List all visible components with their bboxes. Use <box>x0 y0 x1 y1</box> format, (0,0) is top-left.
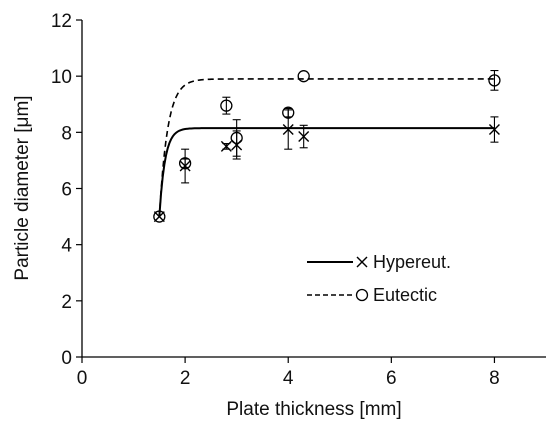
x-stroke <box>282 124 294 136</box>
point-marker-eutectic <box>230 131 243 145</box>
y-tick-label: 10 <box>51 67 72 88</box>
fit-curves <box>158 78 495 217</box>
x-stroke <box>220 140 232 152</box>
legend-marker-hypereut <box>356 256 368 268</box>
point-marker-eutectic <box>220 99 233 112</box>
x-tick-label: 4 <box>283 368 294 389</box>
point-marker-eutectic <box>153 210 166 223</box>
axes: 0 2 4 6 8 10 12 0 2 4 6 8 <box>51 11 546 389</box>
x-axis-title: Plate thickness [mm] <box>226 399 401 420</box>
point-marker-hypereut <box>488 124 500 136</box>
x-tick-label: 2 <box>180 368 191 389</box>
legend-marker-eutectic <box>355 288 369 302</box>
y-tick-label: 12 <box>51 11 72 32</box>
y-tick-label: 0 <box>61 348 72 369</box>
point-marker-eutectic <box>297 70 310 83</box>
point-marker-eutectic <box>178 157 192 170</box>
fit-curve-hypereut <box>158 127 495 217</box>
point-marker-eutectic <box>282 106 295 119</box>
point-marker-eutectic <box>488 74 501 87</box>
x-tick-label: 6 <box>386 368 397 389</box>
legend-label-hypereut: Hypereut. <box>373 252 451 272</box>
x-stroke <box>298 131 310 143</box>
x-tick-label: 8 <box>489 368 500 389</box>
fit-curve-eutectic <box>158 78 495 217</box>
x-stroke <box>488 124 500 136</box>
y-tick-label: 2 <box>61 292 72 313</box>
data-points <box>153 70 501 223</box>
point-marker-hypereut <box>220 140 232 152</box>
point-marker-hypereut <box>153 211 165 223</box>
point-marker-hypereut <box>282 124 294 136</box>
y-tick-label: 4 <box>61 236 72 257</box>
y-tick-label: 8 <box>61 123 72 144</box>
legend: Hypereut. Eutectic <box>307 252 451 305</box>
y-tick-label: 6 <box>61 180 72 201</box>
point-marker-hypereut <box>298 131 310 143</box>
legend-label-eutectic: Eutectic <box>373 285 437 305</box>
x-stroke <box>153 211 165 223</box>
y-axis-title: Particle diameter [μm] <box>12 95 33 280</box>
x-tick-label: 0 <box>77 368 88 389</box>
